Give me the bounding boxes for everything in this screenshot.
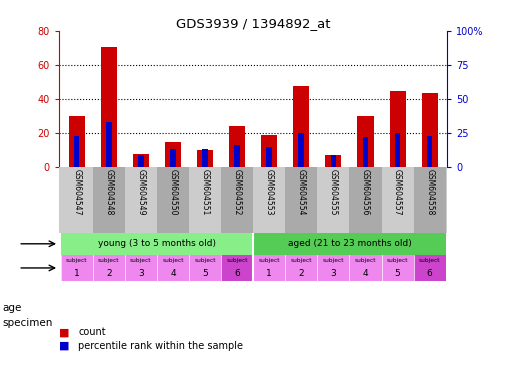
Bar: [101, 47, 117, 167]
Bar: [330, 155, 336, 167]
Text: 1: 1: [266, 269, 272, 278]
Bar: [318, 167, 349, 233]
Bar: [221, 167, 253, 233]
Text: 4: 4: [170, 269, 176, 278]
Text: subject: subject: [226, 258, 248, 263]
Text: young (3 to 5 months old): young (3 to 5 months old): [98, 239, 216, 248]
Text: 3: 3: [330, 269, 337, 278]
Bar: [189, 255, 221, 281]
Bar: [413, 255, 446, 281]
Bar: [106, 122, 111, 167]
Text: 5: 5: [202, 269, 208, 278]
Bar: [157, 255, 189, 281]
Text: 1: 1: [74, 269, 80, 278]
Text: ■: ■: [59, 327, 69, 337]
Text: GSM604550: GSM604550: [168, 169, 177, 215]
Bar: [349, 255, 382, 281]
Text: 3: 3: [138, 269, 144, 278]
Text: subject: subject: [130, 258, 151, 263]
Bar: [382, 255, 413, 281]
Bar: [427, 136, 432, 167]
Text: GSM604558: GSM604558: [425, 169, 434, 215]
Bar: [133, 154, 149, 167]
Text: 4: 4: [363, 269, 368, 278]
Bar: [125, 255, 157, 281]
Text: subject: subject: [162, 258, 184, 263]
Bar: [422, 93, 438, 167]
Bar: [266, 147, 272, 167]
Text: 2: 2: [106, 269, 111, 278]
Text: GSM604556: GSM604556: [361, 169, 370, 215]
Text: GSM604547: GSM604547: [72, 169, 81, 215]
Bar: [234, 146, 240, 167]
Text: 6: 6: [234, 269, 240, 278]
Text: subject: subject: [194, 258, 216, 263]
Bar: [138, 155, 144, 167]
Text: GSM604549: GSM604549: [136, 169, 145, 215]
Bar: [125, 167, 157, 233]
Text: GSM604548: GSM604548: [104, 169, 113, 215]
Bar: [325, 155, 342, 167]
Bar: [318, 255, 349, 281]
Text: GSM604553: GSM604553: [265, 169, 274, 215]
Text: GSM604551: GSM604551: [201, 169, 209, 215]
Bar: [93, 255, 125, 281]
Text: subject: subject: [98, 258, 120, 263]
Text: age: age: [3, 303, 22, 313]
Text: specimen: specimen: [3, 318, 53, 328]
Bar: [293, 86, 309, 167]
Text: 6: 6: [427, 269, 432, 278]
Bar: [261, 135, 277, 167]
Bar: [413, 167, 446, 233]
Bar: [221, 255, 253, 281]
Text: count: count: [78, 327, 106, 337]
Bar: [253, 255, 285, 281]
Bar: [202, 149, 208, 167]
Bar: [253, 167, 285, 233]
Text: GSM604552: GSM604552: [232, 169, 242, 215]
Bar: [61, 255, 93, 281]
Text: subject: subject: [290, 258, 312, 263]
Bar: [285, 167, 318, 233]
Bar: [285, 255, 318, 281]
Bar: [157, 167, 189, 233]
Text: subject: subject: [66, 258, 87, 263]
Bar: [189, 167, 221, 233]
Text: subject: subject: [387, 258, 408, 263]
Text: subject: subject: [323, 258, 344, 263]
Bar: [170, 149, 176, 167]
Bar: [363, 137, 368, 167]
Text: subject: subject: [355, 258, 376, 263]
Text: subject: subject: [259, 258, 280, 263]
Text: GSM604554: GSM604554: [297, 169, 306, 215]
Text: percentile rank within the sample: percentile rank within the sample: [78, 341, 244, 351]
Text: GSM604555: GSM604555: [329, 169, 338, 215]
Bar: [382, 167, 413, 233]
Bar: [358, 116, 373, 167]
Bar: [93, 167, 125, 233]
Text: 2: 2: [299, 269, 304, 278]
Bar: [197, 150, 213, 167]
Bar: [61, 233, 253, 255]
Text: aged (21 to 23 months old): aged (21 to 23 months old): [288, 239, 411, 248]
Text: GSM604557: GSM604557: [393, 169, 402, 215]
Bar: [389, 91, 406, 167]
Text: subject: subject: [419, 258, 441, 263]
Bar: [69, 116, 85, 167]
Bar: [61, 167, 93, 233]
Bar: [395, 133, 401, 167]
Bar: [165, 142, 181, 167]
Bar: [229, 126, 245, 167]
Bar: [349, 167, 382, 233]
Bar: [299, 133, 304, 167]
Title: GDS3939 / 1394892_at: GDS3939 / 1394892_at: [176, 17, 330, 30]
Bar: [253, 233, 446, 255]
Text: ■: ■: [59, 341, 69, 351]
Text: 5: 5: [394, 269, 401, 278]
Bar: [74, 136, 80, 167]
